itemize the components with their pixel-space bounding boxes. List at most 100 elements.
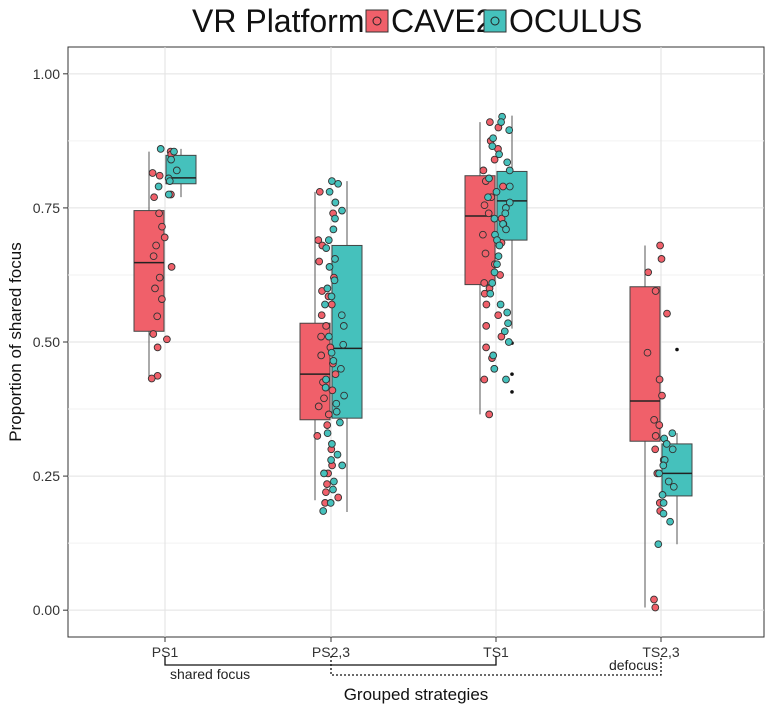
data-point-oculus xyxy=(331,255,339,263)
data-point-cave2 xyxy=(158,222,166,231)
data-point-oculus xyxy=(165,177,174,185)
data-point-cave2 xyxy=(315,187,324,196)
data-point-oculus xyxy=(503,158,512,167)
x-axis-ticks: PS1 PS2,3 TS1 TS2,3 xyxy=(152,637,680,660)
data-point-cave2 xyxy=(480,201,489,210)
legend-label-cave2: CAVE2 xyxy=(391,3,494,39)
bracket-label-defocus: defocus xyxy=(609,657,658,673)
y-tick-label: 0.25 xyxy=(33,468,60,484)
data-point-oculus xyxy=(668,445,677,454)
data-point-cave2 xyxy=(150,193,158,202)
data-point-cave2 xyxy=(643,348,652,357)
box-oculus-ts2-3-outlier xyxy=(675,347,679,352)
data-point-cave2 xyxy=(153,312,162,321)
data-point-cave2 xyxy=(153,343,162,352)
data-point-oculus xyxy=(484,193,492,202)
data-point-oculus xyxy=(326,499,335,507)
data-point-oculus xyxy=(330,276,339,285)
data-point-oculus xyxy=(332,399,341,408)
data-point-oculus xyxy=(332,407,341,416)
data-point-cave2 xyxy=(317,351,326,360)
data-point-cave2 xyxy=(317,311,326,320)
grid xyxy=(68,47,764,637)
data-point-oculus xyxy=(336,418,344,427)
data-point-oculus xyxy=(500,327,509,336)
data-point-oculus xyxy=(324,236,333,244)
boxes xyxy=(133,115,693,608)
data-point-oculus xyxy=(502,375,510,384)
data-point-cave2 xyxy=(314,402,323,411)
data-point-oculus xyxy=(501,209,510,218)
data-point-oculus xyxy=(337,311,346,320)
data-point-cave2 xyxy=(155,209,163,218)
data-point-oculus xyxy=(489,351,498,360)
data-point-oculus xyxy=(492,187,501,196)
data-point-cave2 xyxy=(152,241,160,250)
data-point-oculus xyxy=(490,364,499,373)
data-point-cave2 xyxy=(327,300,336,309)
data-point-oculus xyxy=(329,485,337,494)
data-point-oculus xyxy=(325,263,334,271)
data-point-oculus xyxy=(495,150,503,159)
data-point-oculus xyxy=(322,244,331,252)
data-point-cave2 xyxy=(482,343,490,352)
data-point-cave2 xyxy=(149,252,158,261)
data-point-cave2 xyxy=(148,169,157,177)
data-point-oculus xyxy=(664,477,673,486)
data-point-oculus xyxy=(659,461,668,470)
data-point-cave2 xyxy=(322,488,330,497)
data-point-oculus xyxy=(325,332,333,341)
data-point-cave2 xyxy=(490,155,499,164)
y-tick-label: 1.00 xyxy=(33,66,60,82)
data-point-oculus xyxy=(505,126,514,134)
data-point-cave2 xyxy=(494,311,503,320)
data-point-oculus xyxy=(666,517,674,526)
data-point-oculus xyxy=(154,182,163,191)
data-point-oculus xyxy=(337,364,345,373)
data-point-oculus xyxy=(654,540,663,549)
data-point-oculus xyxy=(505,182,514,191)
data-point-cave2 xyxy=(486,118,494,126)
data-point-oculus xyxy=(669,482,678,491)
data-point-cave2 xyxy=(658,391,666,400)
data-point-oculus xyxy=(658,491,667,499)
y-tick-label: 0.50 xyxy=(33,334,60,350)
data-point-oculus xyxy=(659,499,668,507)
data-point-oculus xyxy=(496,300,505,309)
data-point-cave2 xyxy=(323,480,331,488)
data-point-cave2 xyxy=(149,330,158,338)
data-point-cave2 xyxy=(155,273,164,282)
data-point-cave2 xyxy=(323,421,332,429)
data-point-cave2 xyxy=(167,263,176,271)
data-point-cave2 xyxy=(334,493,343,502)
data-point-oculus xyxy=(495,241,504,250)
data-point-oculus xyxy=(338,206,346,215)
data-point-cave2 xyxy=(651,287,660,295)
data-point-oculus xyxy=(504,338,513,346)
data-point-oculus xyxy=(331,214,339,223)
data-point-oculus xyxy=(493,260,501,269)
data-point-cave2 xyxy=(317,332,325,341)
data-point-cave2 xyxy=(151,284,159,293)
data-point-cave2 xyxy=(160,233,169,242)
data-point-oculus xyxy=(328,177,336,185)
data-point-oculus xyxy=(330,477,338,486)
data-point-oculus xyxy=(490,214,499,223)
data-point-cave2 xyxy=(163,335,171,344)
data-point-oculus xyxy=(497,118,505,126)
y-axis-title: Proportion of shared focus xyxy=(6,242,25,441)
data-point-oculus xyxy=(505,166,514,175)
box-oculus-ps2-3 xyxy=(331,244,363,419)
data-point-oculus xyxy=(172,166,181,175)
data-point-oculus xyxy=(486,289,495,298)
box-cave2-ts2-3 xyxy=(629,286,661,442)
data-point-cave2 xyxy=(650,595,658,604)
x-tick-label: PS1 xyxy=(152,644,179,660)
data-point-oculus xyxy=(327,348,336,357)
x-axis-title: Grouped strategies xyxy=(344,685,489,704)
legend-label-oculus: OCULUS xyxy=(509,3,642,39)
data-point-cave2 xyxy=(324,410,333,419)
data-point-oculus xyxy=(334,179,342,188)
legend-key-oculus: OCULUS xyxy=(483,3,642,39)
